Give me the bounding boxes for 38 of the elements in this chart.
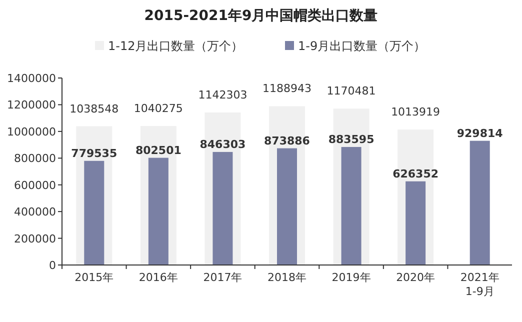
y-tick-label: 1400000	[7, 72, 56, 85]
bar	[277, 148, 297, 265]
bar	[406, 181, 426, 265]
y-tick-label: 600000	[14, 178, 56, 192]
x-tick-label: 2021年 1-9月	[460, 271, 500, 298]
data-label: 1038548	[70, 102, 119, 116]
y-tick-label: 400000	[14, 206, 56, 219]
data-label: 846303	[200, 138, 246, 151]
y-tick-label: 1200000	[7, 98, 56, 112]
y-tick-label: 1000000	[7, 125, 56, 138]
data-label: 1013919	[391, 106, 440, 119]
y-tick-label: 0	[49, 259, 56, 272]
data-label: 779535	[71, 146, 118, 160]
y-tick-label: 800000	[14, 152, 56, 166]
data-label: 1188943	[262, 82, 312, 96]
x-tick-label: 2018年	[268, 271, 306, 284]
bar	[148, 158, 168, 265]
data-label: 626352	[392, 167, 439, 180]
bar	[84, 160, 104, 265]
x-tick-label: 2017年	[203, 271, 242, 284]
x-tick-label: 2020年	[396, 271, 436, 284]
data-label: 1142303	[198, 88, 248, 102]
data-label: 802501	[135, 144, 182, 157]
bar	[470, 140, 490, 265]
x-tick-label: 2015年	[74, 271, 114, 284]
bar	[212, 152, 233, 265]
legend-label: 1-12月出口数量（万个）	[108, 39, 244, 53]
y-tick-label: 200000	[14, 232, 56, 246]
x-tick-label: 2019年	[332, 271, 371, 284]
data-label: 883595	[328, 132, 374, 146]
data-label: 1040275	[134, 102, 183, 116]
chart-title: 2015-2021年9月中国帽类出口数量	[144, 8, 378, 24]
data-label: 873886	[264, 134, 310, 148]
legend-label: 1-9月出口数量（万个）	[298, 39, 426, 53]
data-label: 1170481	[326, 84, 376, 98]
x-tick-label: 2016年	[138, 271, 178, 284]
data-label: 929814	[456, 126, 504, 140]
bar	[341, 146, 362, 265]
